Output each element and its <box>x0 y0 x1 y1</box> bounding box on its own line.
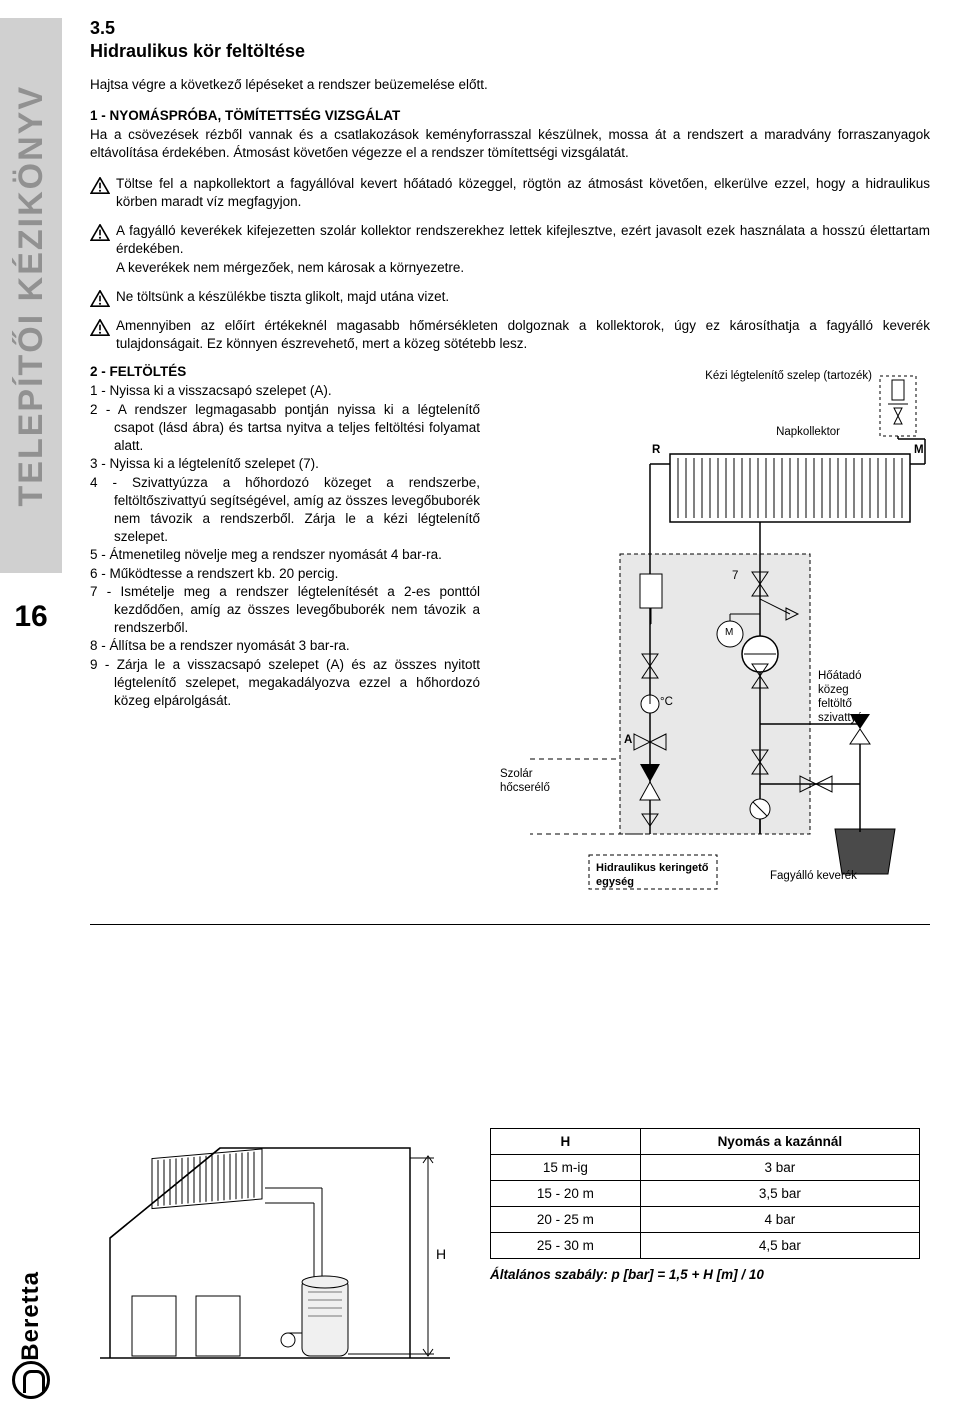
sidebar-tab: TELEPÍTŐI KÉZIKÖNYV <box>0 18 62 573</box>
step-8: 8 - Állítsa be a rendszer nyomását 3 bar… <box>90 637 480 655</box>
warning-3: Ne töltsünk a készülékbe tiszta glikolt,… <box>90 288 930 306</box>
warning-4: Amennyiben az előírt értékeknél magasabb… <box>90 317 930 353</box>
pressure-rule: Általános szabály: p [bar] = 1,5 + H [m]… <box>490 1267 920 1282</box>
label-M: M <box>914 444 924 458</box>
table-cell: 25 - 30 m <box>491 1233 641 1259</box>
label-tempC: °C <box>660 696 673 710</box>
section-title: Hidraulikus kör feltöltése <box>90 41 930 62</box>
label-7: 7 <box>732 570 738 584</box>
para-1: Ha a csövezések rézből vannak és a csatl… <box>90 126 930 162</box>
hydraulic-diagram: Kézi légtelenítő szelep (tartozék) Napko… <box>500 364 930 904</box>
label-air-vent: Kézi légtelenítő szelep (tartozék) <box>705 370 872 384</box>
brand-logo-icon <box>12 1361 50 1399</box>
label-collector: Napkollektor <box>776 426 840 440</box>
warning-2: A fagyálló keverékek kifejezetten szolár… <box>90 222 930 277</box>
table-cell: 15 - 20 m <box>491 1181 641 1207</box>
subhead-1: 1 - NYOMÁSPRÓBA, TÖMÍTETTSÉG VIZSGÁLAT <box>90 108 930 123</box>
label-A: A <box>624 734 632 748</box>
divider <box>90 924 930 925</box>
table-cell: 4,5 bar <box>640 1233 919 1259</box>
step-9: 9 - Zárja le a visszacsapó szelepet (A) … <box>90 656 480 711</box>
label-H: H <box>436 1246 446 1263</box>
diagram-column: Kézi légtelenítő szelep (tartozék) Napko… <box>500 364 930 904</box>
subhead-2: 2 - FELTÖLTÉS <box>90 364 480 379</box>
table-row: 15 m-ig3 bar <box>491 1155 920 1181</box>
main-content: 3.5 Hidraulikus kör feltöltése Hajtsa vé… <box>90 18 930 943</box>
table-row: 15 - 20 m3,5 bar <box>491 1181 920 1207</box>
table-cell: 20 - 25 m <box>491 1207 641 1233</box>
label-R: R <box>652 444 660 458</box>
pressure-table: H Nyomás a kazánnál 15 m-ig3 bar15 - 20 … <box>490 1128 920 1259</box>
table-header-pressure: Nyomás a kazánnál <box>640 1129 919 1155</box>
pressure-table-box: H Nyomás a kazánnál 15 m-ig3 bar15 - 20 … <box>490 1128 920 1388</box>
step-5: 5 - Átmenetileg növelje meg a rendszer n… <box>90 546 480 564</box>
table-row: 20 - 25 m4 bar <box>491 1207 920 1233</box>
bottom-area: H H Nyomás a kazánnál 15 m-ig3 bar15 - 2… <box>90 1128 930 1388</box>
step-1: 1 - Nyissa ki a visszacsapó szelepet (A)… <box>90 382 480 400</box>
label-m-circle: M <box>725 627 733 639</box>
table-cell: 3 bar <box>640 1155 919 1181</box>
table-cell: 15 m-ig <box>491 1155 641 1181</box>
warning-1: Töltse fel a napkollektort a fagyállóval… <box>90 175 930 211</box>
steps-column: 2 - FELTÖLTÉS 1 - Nyissa ki a visszacsap… <box>90 364 480 904</box>
step-4: 4 - Szivattyúzza a hőhordozó közeget a r… <box>90 474 480 547</box>
label-antifreeze: Fagyálló keverék <box>770 870 857 884</box>
step-3: 3 - Nyissa ki a légtelenítő szelepet (7)… <box>90 455 480 473</box>
intro-text: Hajtsa végre a következő lépéseket a ren… <box>90 76 930 94</box>
section-number: 3.5 <box>90 18 930 39</box>
brand-logo: Beretta <box>0 1243 62 1403</box>
table-cell: 4 bar <box>640 1207 919 1233</box>
table-cell: 3,5 bar <box>640 1181 919 1207</box>
step-7: 7 - Ismételje meg a rendszer légteleníté… <box>90 583 480 638</box>
sidebar-tab-label: TELEPÍTŐI KÉZIKÖNYV <box>12 85 51 506</box>
house-diagram: H <box>90 1128 460 1368</box>
brand-text: Beretta <box>17 1271 45 1361</box>
table-row: 25 - 30 m4,5 bar <box>491 1233 920 1259</box>
step-6: 6 - Működtesse a rendszert kb. 20 percig… <box>90 565 480 583</box>
label-heat-exchanger: Szolár hőcserélő <box>500 768 550 796</box>
label-fill-pump: Hőátadó közeg feltöltő szivattyú <box>818 670 863 725</box>
table-header-H: H <box>491 1129 641 1155</box>
page-number: 16 <box>0 600 62 634</box>
step-2: 2 - A rendszer legmagasabb pontján nyiss… <box>90 401 480 456</box>
